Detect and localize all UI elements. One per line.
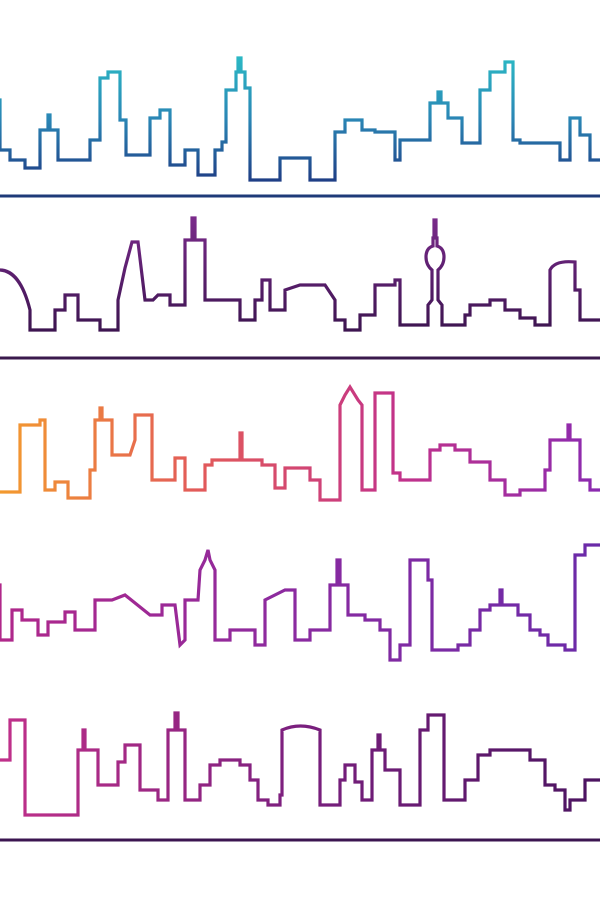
skyline-outline-row-2: [0, 216, 600, 332]
skyline-outline-row-3: [0, 383, 600, 502]
skyline-row-3: [0, 383, 600, 522]
skyline-row-5: [0, 711, 600, 842]
skyline-outline-row-5: [0, 711, 600, 817]
skyline-row-2: [0, 216, 600, 360]
skyline-row-4: [0, 543, 600, 682]
skyline-row-1: [0, 56, 600, 198]
skyline-outline-row-1: [0, 56, 600, 182]
skyline-outline-row-4: [0, 543, 600, 662]
